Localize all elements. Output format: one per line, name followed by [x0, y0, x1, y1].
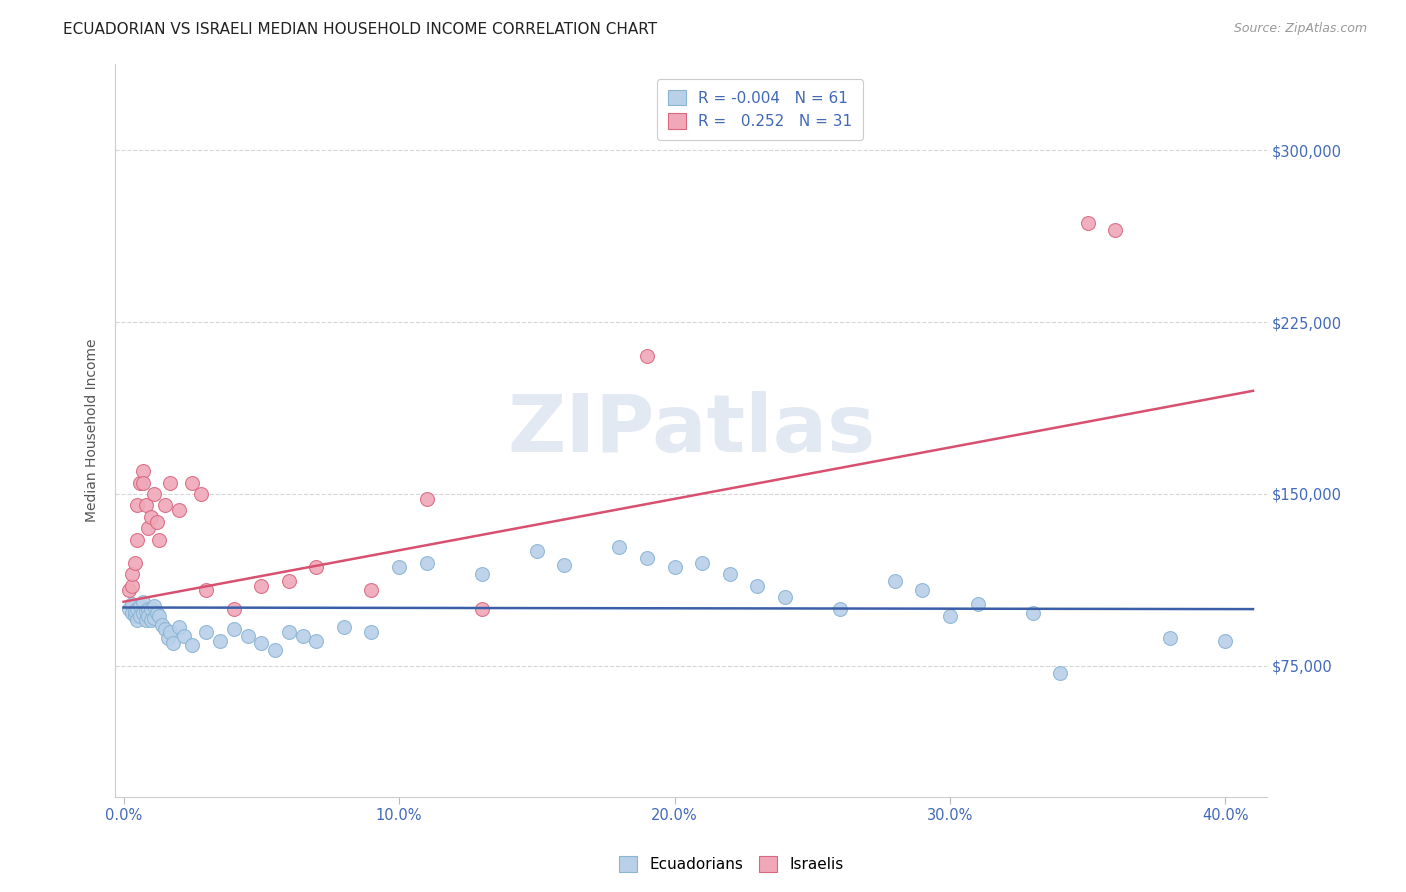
Text: Source: ZipAtlas.com: Source: ZipAtlas.com [1233, 22, 1367, 36]
Point [883, 574, 905, 588]
Point [181, 638, 204, 652]
Point [142, 599, 165, 614]
Point [124, 556, 146, 570]
Point [139, 510, 162, 524]
Point [145, 606, 167, 620]
Point [136, 601, 159, 615]
Point [195, 583, 218, 598]
Point [415, 556, 437, 570]
Point [132, 606, 155, 620]
Point [148, 608, 170, 623]
Text: ECUADORIAN VS ISRAELI MEDIAN HOUSEHOLD INCOME CORRELATION CHART: ECUADORIAN VS ISRAELI MEDIAN HOUSEHOLD I… [63, 22, 658, 37]
Point [1159, 632, 1181, 646]
Point [277, 624, 299, 639]
Legend: Ecuadorians, Israelis: Ecuadorians, Israelis [612, 848, 851, 880]
Point [1077, 216, 1099, 230]
Point [222, 622, 245, 636]
Point [690, 556, 713, 570]
Point [553, 558, 575, 572]
Point [167, 503, 190, 517]
Point [1104, 223, 1126, 237]
Point [277, 574, 299, 588]
Point [142, 487, 165, 501]
Point [136, 521, 159, 535]
Point [139, 613, 162, 627]
Point [208, 633, 231, 648]
Point [181, 475, 204, 490]
Point [471, 601, 494, 615]
Point [360, 583, 382, 598]
Point [526, 544, 548, 558]
Point [167, 620, 190, 634]
Point [636, 551, 658, 566]
Point [121, 606, 143, 620]
Point [132, 595, 155, 609]
Point [127, 613, 149, 627]
Point [471, 567, 494, 582]
Point [333, 620, 356, 634]
Point [1049, 665, 1071, 680]
Point [129, 608, 152, 623]
Point [118, 601, 141, 615]
Point [250, 579, 273, 593]
Point [124, 604, 146, 618]
Point [222, 601, 245, 615]
Point [162, 636, 184, 650]
Point [132, 464, 155, 478]
Point [911, 583, 934, 598]
Point [291, 629, 314, 643]
Point [195, 624, 218, 639]
Point [966, 597, 988, 611]
Point [156, 632, 179, 646]
Point [190, 487, 212, 501]
Point [132, 475, 155, 490]
Y-axis label: Median Household Income: Median Household Income [86, 339, 100, 522]
Point [127, 499, 149, 513]
Point [145, 515, 167, 529]
Point [121, 567, 143, 582]
Point [129, 599, 152, 614]
Point [129, 475, 152, 490]
Point [636, 350, 658, 364]
Point [150, 617, 173, 632]
Point [718, 567, 741, 582]
Point [360, 624, 382, 639]
Point [305, 560, 328, 574]
Point [1215, 633, 1237, 648]
Point [153, 622, 176, 636]
Point [159, 624, 181, 639]
Point [939, 608, 962, 623]
Point [127, 601, 149, 615]
Point [264, 643, 287, 657]
Point [135, 499, 157, 513]
Legend: R = -0.004   N = 61, R =   0.252   N = 31: R = -0.004 N = 61, R = 0.252 N = 31 [657, 79, 863, 140]
Point [1021, 606, 1043, 620]
Point [250, 636, 273, 650]
Point [305, 633, 328, 648]
Text: ZIPatlas: ZIPatlas [508, 392, 875, 469]
Point [118, 583, 141, 598]
Point [142, 611, 165, 625]
Point [153, 499, 176, 513]
Point [236, 629, 259, 643]
Point [388, 560, 411, 574]
Point [828, 601, 851, 615]
Point [135, 613, 157, 627]
Point [127, 533, 149, 547]
Point [173, 629, 195, 643]
Point [609, 540, 631, 554]
Point [135, 604, 157, 618]
Point [415, 491, 437, 506]
Point [747, 579, 769, 593]
Point [159, 475, 181, 490]
Point [121, 579, 143, 593]
Point [773, 590, 796, 604]
Point [139, 601, 162, 615]
Point [124, 608, 146, 623]
Point [121, 597, 143, 611]
Point [664, 560, 686, 574]
Point [148, 533, 170, 547]
Point [136, 608, 159, 623]
